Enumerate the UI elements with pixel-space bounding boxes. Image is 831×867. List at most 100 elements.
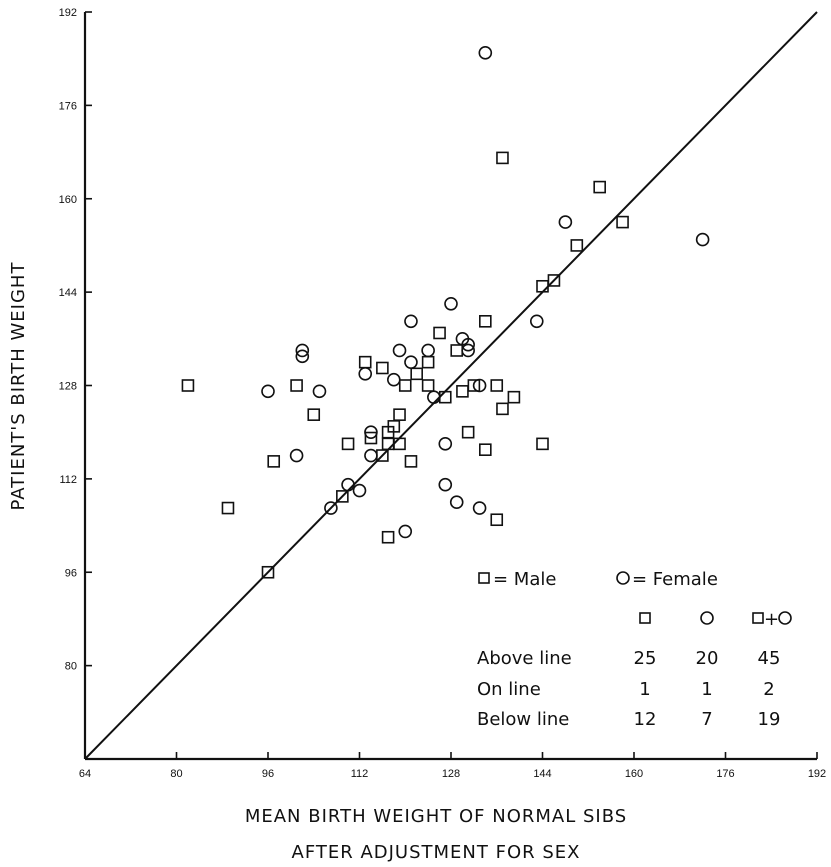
male-point [404,455,418,468]
x-axis-title: MEAN BIRTH WEIGHT OF NORMAL SIBS [245,806,627,827]
male-point [341,437,355,451]
female-point [341,477,355,492]
female-point [529,314,544,329]
female-point [478,46,493,60]
male-point [496,151,509,165]
male-point [507,390,521,404]
male-point [490,379,504,392]
legend-row-total-count: 2 [763,679,774,700]
male-point [496,402,509,416]
legend-female-symbol [616,571,630,585]
male-point [364,431,378,445]
y-tick-label: 144 [59,287,77,299]
female-point [461,343,475,358]
male-point [381,437,395,451]
male-point [479,315,492,328]
female-point [421,343,435,358]
female-point [461,337,475,352]
male-point [438,390,452,404]
legend-row-female-count: 20 [696,648,719,669]
male-point [267,455,281,468]
male-point [181,379,195,392]
female-point [404,355,418,369]
legend-table-header-plus: + [764,609,779,630]
female-point [438,437,453,451]
female-point [295,343,310,358]
axes [83,11,818,761]
female-point [695,232,710,247]
male-point [456,385,469,398]
y-tick-label: 80 [65,661,77,673]
y-tick-label: 192 [59,7,77,19]
female-point [364,448,378,463]
male-point [450,344,464,357]
male-point [261,565,275,579]
female-point [312,384,327,399]
male-point [421,355,435,369]
male-point [307,408,321,421]
female-point [261,384,275,399]
female-point [472,501,487,515]
y-tick-label: 160 [59,194,77,206]
legend-table-header-female [700,611,714,625]
female-point [387,372,401,387]
legend-table-header-combined-female [778,611,792,625]
female-point [289,448,304,463]
female-point [558,215,573,229]
legend-row-male-count: 25 [634,648,657,669]
legend-row-total-count: 19 [758,709,781,730]
female-point [358,367,373,381]
male-point [376,361,389,375]
female-point [449,495,464,510]
female-point [364,425,378,439]
legend-female-label: = Female [632,569,718,590]
reference-line-group [84,11,818,760]
tick-labels: 64 80 96 112 128 144 160 176 1928096112128144160… [59,7,827,780]
female-point [324,501,338,515]
female-point [404,314,418,329]
female-point [472,378,487,393]
female-point [444,296,458,311]
x-tick-label: 144 [533,768,551,780]
y-tick-label: 96 [65,567,77,579]
x-axis-title-line2: AFTER ADJUSTMENT FOR SEX [292,842,581,863]
legend-table-header-male [639,612,651,624]
male-point [393,437,406,451]
male-point [336,490,349,503]
legend-row-label: On line [477,679,541,700]
y-tick-label: 176 [59,100,77,112]
legend-row-male-count: 12 [634,709,657,730]
male-point [570,239,584,252]
y-tick-label: 112 [59,474,77,486]
x-tick-label: 112 [351,768,369,780]
female-point [398,524,413,539]
legend-row-label: Above line [477,648,572,669]
y-axis-title: PATIENT'S BIRTH WEIGHT [8,262,29,511]
male-point [490,513,504,527]
female-point [438,477,453,492]
legend-male-symbol [478,572,490,584]
male-point [433,326,446,340]
x-tick-label: 192 [808,768,826,780]
female-point [392,343,407,358]
x-tick-label: 176 [716,768,734,780]
legend-row-label: Below line [477,709,569,730]
male-point [410,367,423,381]
male-point [536,437,549,451]
reference-line [84,11,818,760]
x-tick-label: 80 [170,768,182,780]
legend-row-male-count: 1 [639,679,650,700]
x-tick-label: 160 [625,768,643,780]
male-point [479,443,492,456]
legend-table-header-combined-male [752,612,764,624]
x-tick-label: 64 [79,768,91,780]
male-point [536,279,549,293]
male-point [593,180,606,194]
data-points [181,46,710,579]
x-tick-label: 128 [442,768,460,780]
legend-row-total-count: 45 [758,648,781,669]
male-point [421,379,435,392]
male-point [467,379,481,392]
